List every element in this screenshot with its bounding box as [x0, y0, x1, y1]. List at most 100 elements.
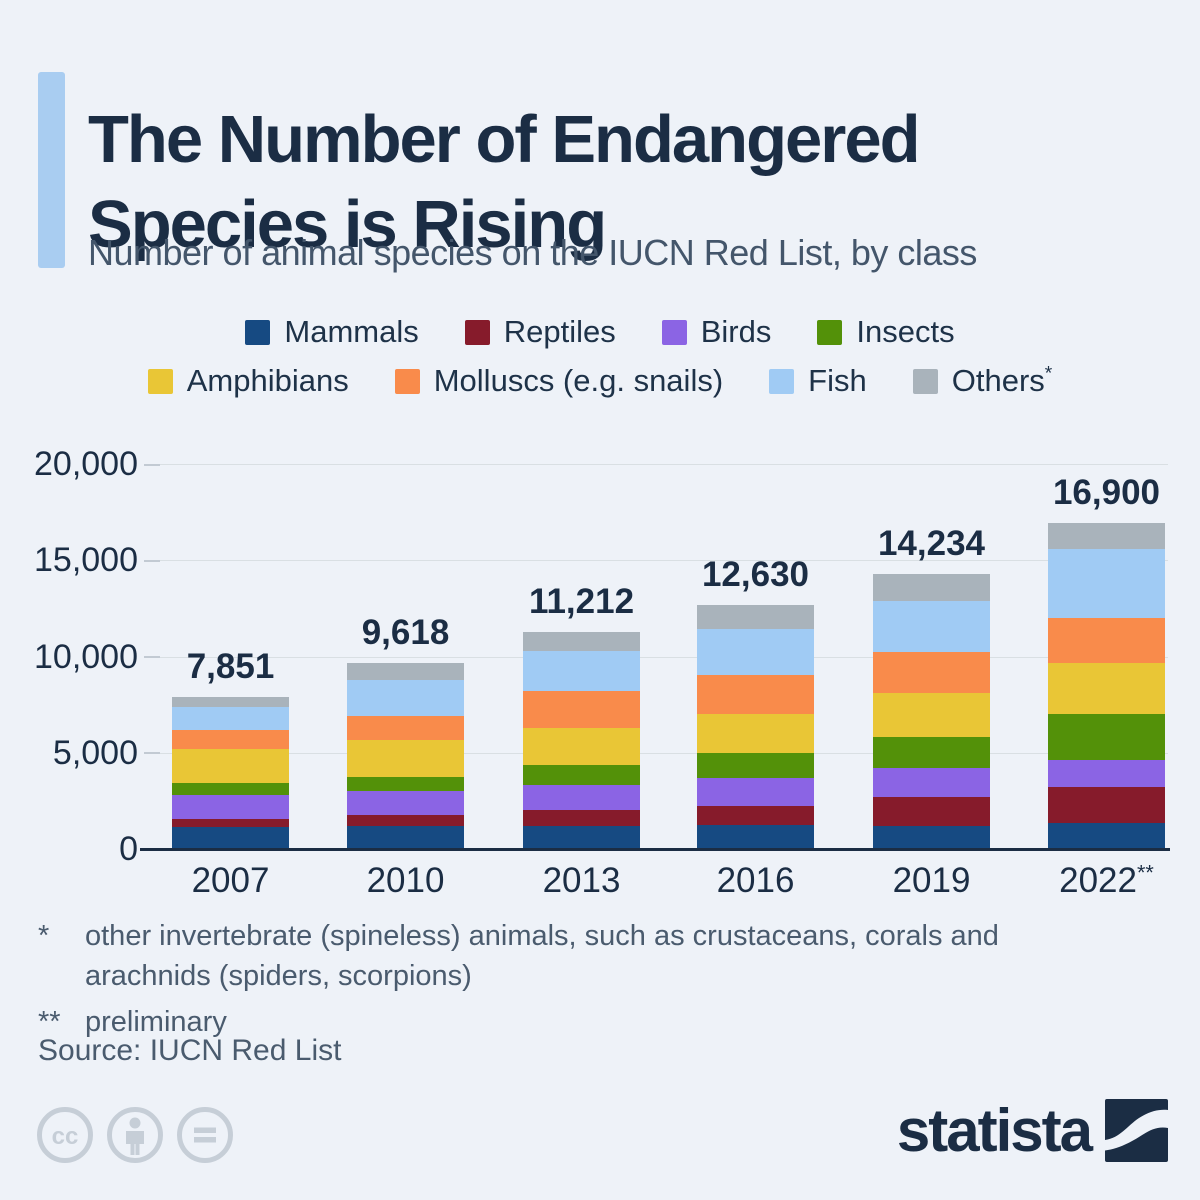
bar-segment-others	[347, 662, 464, 680]
bar-segment-amphibians	[873, 692, 990, 738]
legend-item-fish: Fish	[769, 363, 867, 399]
legend-label: Reptiles	[503, 314, 616, 349]
legend-swatch-icon	[147, 368, 173, 394]
legend-label: Amphibians	[186, 363, 349, 398]
bar-total-label: 16,900	[1052, 472, 1161, 512]
bar-segment-molluscs-e-g-snails	[172, 729, 289, 749]
footnote-prelim-text: preliminary	[85, 1006, 227, 1039]
y-tick-mark	[144, 559, 160, 562]
bar-segment-molluscs-e-g-snails	[697, 675, 814, 714]
y-tick-mark	[144, 463, 160, 466]
bar-segment-insects	[873, 737, 990, 768]
bar-segment-birds	[347, 790, 464, 815]
bar-segment-insects	[347, 776, 464, 791]
bar-segment-molluscs-e-g-snails	[1048, 617, 1165, 663]
footnote-star-text: other invertebrate (spineless) animals, …	[85, 920, 999, 993]
statista-logo[interactable]: statista	[897, 1096, 1168, 1165]
y-axis-label-20000: 20,000	[34, 445, 138, 483]
footnote-star-marker: *	[38, 920, 50, 952]
x-axis-label-2013: 2013	[542, 861, 621, 900]
bar-total-label: 7,851	[186, 646, 275, 686]
legend-label: Molluscs (e.g. snails)	[433, 363, 724, 398]
legend-swatch-icon	[394, 368, 420, 394]
bar-segment-mammals	[697, 824, 814, 848]
bar-segment-insects	[523, 765, 640, 785]
title-accent-bar	[38, 72, 65, 268]
footnote-star: * other invertebrate (spineless) animals…	[38, 916, 1078, 996]
bar-segment-amphibians	[172, 748, 289, 784]
y-axis-label-15000: 15,000	[34, 541, 138, 580]
bar-segment-molluscs-e-g-snails	[873, 651, 990, 693]
bar-segment-reptiles	[523, 809, 640, 826]
bar-segment-others	[172, 696, 289, 707]
x-axis-label-2007: 2007	[191, 861, 270, 900]
legend-swatch-icon	[769, 368, 795, 394]
attribution-person-icon[interactable]	[106, 1106, 164, 1164]
bar-segment-insects	[1048, 713, 1165, 760]
bar-2013	[523, 632, 640, 848]
bar-segment-others	[523, 632, 640, 651]
bar-segment-mammals	[1048, 822, 1165, 848]
bar-segment-mammals	[347, 826, 464, 848]
legend-swatch-icon	[817, 319, 843, 345]
bar-total-label: 14,234	[877, 523, 986, 563]
source-line: Source: IUCN Red List	[38, 1034, 342, 1067]
legend-swatch-icon	[661, 319, 687, 345]
bar-segment-others	[873, 574, 990, 601]
legend-label: Others*	[951, 363, 1053, 398]
bar-segment-fish	[347, 679, 464, 716]
x-axis-label-2022: 2022**	[1059, 859, 1154, 900]
bar-segment-molluscs-e-g-snails	[347, 715, 464, 741]
stacked-bar-chart: 20,000 15,000 10,000 5,000 0 7,851 2007 9,618 20…	[0, 440, 1200, 910]
bar-total-label: 11,212	[528, 582, 635, 622]
bar-segment-birds	[523, 784, 640, 810]
legend-item-molluscs-e-g-snails: Molluscs (e.g. snails)	[394, 363, 724, 399]
bar-total-label: 9,618	[361, 612, 450, 652]
footnote-prelim-marker: **	[38, 1006, 61, 1039]
x-axis-line	[140, 848, 1170, 851]
svg-text:cc: cc	[52, 1123, 79, 1150]
bar-2019	[873, 574, 990, 848]
footnote-preliminary: ** preliminary	[38, 1002, 1078, 1042]
cc-icon[interactable]: cc	[36, 1106, 94, 1164]
y-axis-label-0: 0	[119, 830, 138, 868]
bar-segment-reptiles	[697, 805, 814, 825]
bar-segment-molluscs-e-g-snails	[523, 691, 640, 728]
legend-item-birds: Birds	[661, 314, 772, 350]
y-tick-mark	[144, 752, 160, 755]
legend-row-1: Mammals Reptiles Birds Insects	[245, 314, 955, 350]
bar-segment-birds	[172, 795, 289, 819]
bar-segment-amphibians	[1048, 662, 1165, 714]
legend-label: Birds	[700, 314, 772, 349]
legend-label: Fish	[808, 363, 867, 398]
gridline-15000	[150, 560, 1168, 562]
legend-swatch-icon	[245, 319, 271, 345]
bar-segment-reptiles	[172, 818, 289, 827]
statista-logo-icon	[1105, 1099, 1168, 1162]
bar-segment-reptiles	[873, 796, 990, 826]
statista-wordmark: statista	[896, 1097, 1093, 1164]
y-axis-label-5000: 5,000	[52, 733, 138, 772]
bar-segment-birds	[873, 767, 990, 797]
page-title: The Number of Endangered Species is Risi…	[88, 101, 921, 262]
legend-label: Mammals	[284, 314, 419, 349]
bar-segment-birds	[697, 777, 814, 806]
bar-segment-birds	[1048, 759, 1165, 787]
equals-icon[interactable]	[176, 1106, 234, 1164]
legend-label: Insects	[856, 314, 955, 349]
bar-segment-reptiles	[347, 814, 464, 827]
bar-segment-reptiles	[1048, 786, 1165, 823]
bar-segment-fish	[873, 600, 990, 652]
bar-segment-amphibians	[347, 740, 464, 777]
x-axis-label-2019: 2019	[892, 861, 971, 900]
bar-segment-others	[1048, 522, 1165, 549]
gridline-20000	[150, 464, 1168, 465]
y-axis-label-10000: 10,000	[34, 637, 138, 676]
gridline-5000	[150, 752, 1168, 754]
bar-2016	[697, 604, 814, 848]
bar-segment-others	[697, 604, 814, 630]
bar-segment-fish	[1048, 548, 1165, 618]
y-tick-mark	[144, 656, 160, 658]
bar-segment-mammals	[523, 825, 640, 848]
legend-item-others: Others*	[912, 363, 1053, 399]
